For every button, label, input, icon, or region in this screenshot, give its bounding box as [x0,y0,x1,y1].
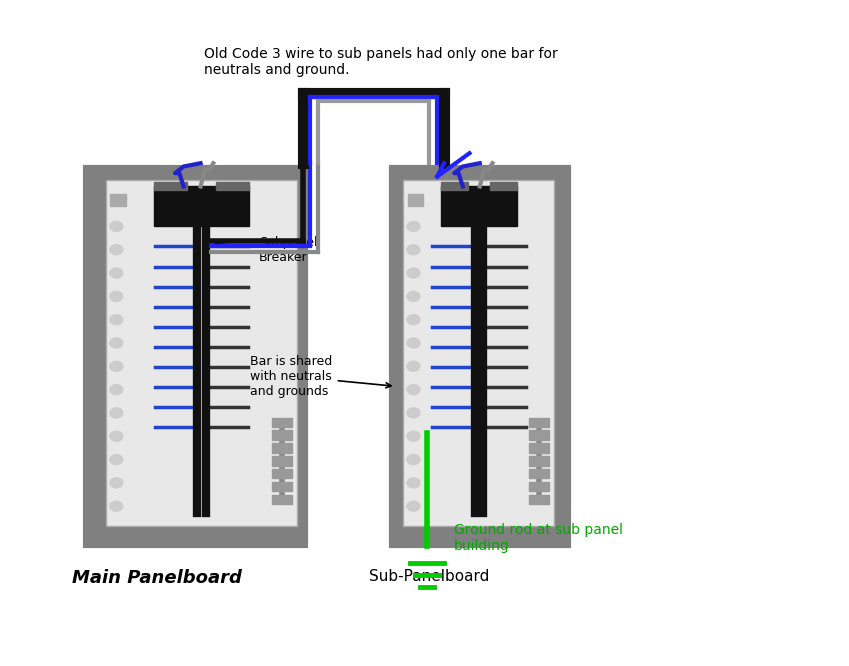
Circle shape [110,478,123,488]
FancyBboxPatch shape [391,166,569,546]
Circle shape [110,361,123,372]
FancyBboxPatch shape [85,166,306,546]
FancyBboxPatch shape [403,180,554,526]
Circle shape [110,431,123,442]
Bar [272,469,292,478]
Bar [529,418,549,427]
Bar [529,482,549,492]
Circle shape [407,291,420,302]
Bar [216,182,250,190]
Circle shape [407,454,420,465]
Text: Main Panelboard: Main Panelboard [72,569,242,587]
Circle shape [110,501,123,511]
Circle shape [110,384,123,395]
Bar [441,182,468,190]
Circle shape [407,268,420,278]
Bar [529,430,549,440]
Circle shape [407,314,420,325]
Bar [272,430,292,440]
Text: Sub-Panelboard: Sub-Panelboard [368,569,489,585]
Circle shape [407,244,420,255]
Circle shape [407,384,420,395]
Bar [529,444,549,453]
Circle shape [407,408,420,418]
Bar [490,182,516,190]
Text: Bar is shared
with neutrals
and grounds: Bar is shared with neutrals and grounds [250,355,391,398]
Circle shape [407,431,420,442]
Text: Ground rod at sub panel
building: Ground rod at sub panel building [454,523,623,553]
Bar [272,456,292,466]
Bar [110,194,126,206]
Circle shape [110,408,123,418]
Bar [154,186,250,226]
Bar [529,495,549,504]
Circle shape [110,314,123,325]
Bar [441,186,516,226]
Circle shape [110,244,123,255]
Bar [272,495,292,504]
Circle shape [407,501,420,511]
Circle shape [407,361,420,372]
Bar [529,469,549,478]
Text: Old Code 3 wire to sub panels had only one bar for
neutrals and ground.: Old Code 3 wire to sub panels had only o… [204,47,558,77]
Circle shape [407,221,420,232]
Bar [272,418,292,427]
FancyBboxPatch shape [106,180,297,526]
Circle shape [407,478,420,488]
Bar [408,194,423,206]
Circle shape [110,291,123,302]
Bar [272,482,292,492]
Circle shape [110,221,123,232]
Bar [154,182,188,190]
Circle shape [110,454,123,465]
Circle shape [407,338,420,348]
Circle shape [110,268,123,278]
Circle shape [110,338,123,348]
Bar [272,444,292,453]
Bar [529,456,549,466]
Text: Subpanel
Breaker: Subpanel Breaker [215,236,318,264]
